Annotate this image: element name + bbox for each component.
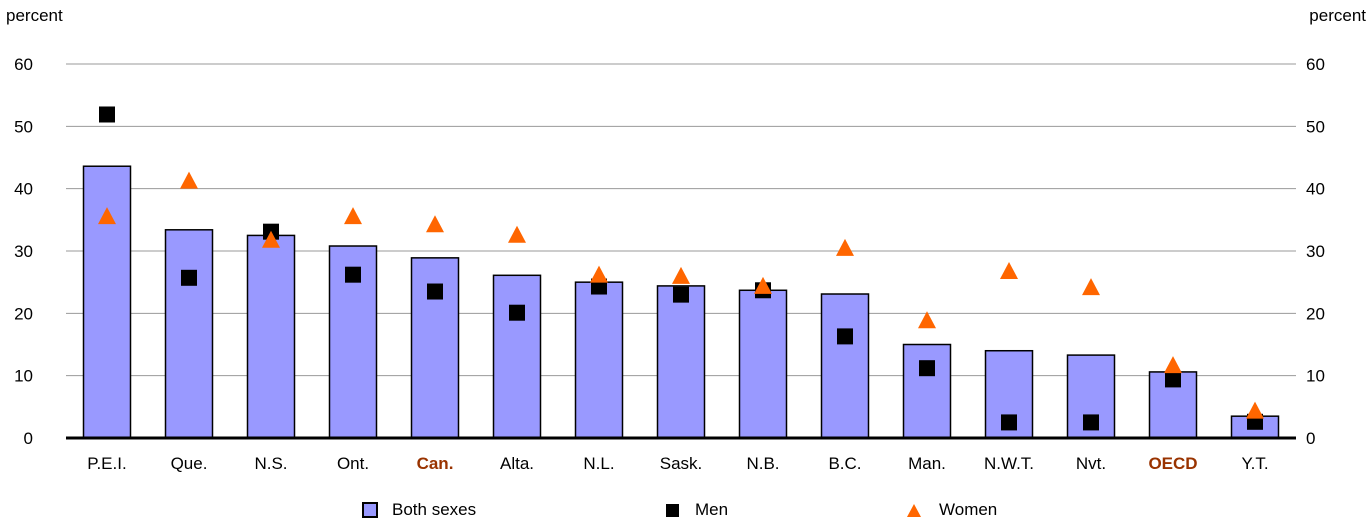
x-category-label: B.C. [828, 454, 861, 473]
x-category-label: Y.T. [1241, 454, 1268, 473]
bar-both-sexes [82, 165, 132, 439]
chart-svg: 0 0 10 10 20 20 30 30 40 40 50 50 60 60 P.E.I. Que. N.S.… [14, 55, 1325, 473]
women-marker [98, 207, 116, 225]
y-tick-label-right: 0 [1306, 429, 1315, 448]
x-category-label: N.W.T. [984, 454, 1034, 473]
women-marker [918, 311, 936, 329]
x-category-label: P.E.I. [87, 454, 126, 473]
women-marker [672, 266, 690, 284]
bar-both-sexes [656, 285, 706, 439]
women-marker [508, 225, 526, 243]
legend-label-women: Women [939, 500, 998, 519]
bar-both-sexes [164, 229, 214, 439]
legend-item-women: Women [907, 500, 997, 520]
men-marker [919, 360, 935, 377]
x-category-label: OECD [1148, 454, 1197, 473]
men-marker [99, 106, 115, 123]
y-tick-label-right: 60 [1306, 55, 1325, 74]
legend: Both sexes Men Women [0, 500, 1370, 526]
y-tick-label-left: 0 [24, 429, 33, 448]
y-tick-label-left: 20 [14, 304, 33, 323]
women-marker [1082, 278, 1100, 296]
bar-both-sexes [738, 289, 788, 439]
men-marker [837, 328, 853, 345]
right-axis-unit: percent [1309, 6, 1366, 25]
x-category-label: Nvt. [1076, 454, 1106, 473]
x-category-label: Ont. [337, 454, 369, 473]
men-marker [509, 304, 525, 321]
women-marker [1000, 261, 1018, 279]
y-tick-label-right: 40 [1306, 180, 1325, 199]
y-tick-label-right: 10 [1306, 367, 1325, 386]
left-axis-unit: percent [6, 6, 63, 25]
legend-bar-swatch [362, 502, 378, 518]
men-marker [181, 269, 197, 286]
women-marker [836, 238, 854, 256]
men-marker [1165, 371, 1181, 388]
x-category-label: N.B. [746, 454, 779, 473]
y-tick-label-right: 30 [1306, 242, 1325, 261]
legend-item-both-sexes: Both sexes [362, 500, 476, 520]
legend-triangle-swatch [907, 503, 921, 517]
women-marker [754, 276, 772, 294]
bar-both-sexes [574, 281, 624, 439]
y-tick-label-left: 60 [14, 55, 33, 74]
men-marker [427, 283, 443, 300]
y-tick-label-left: 50 [14, 117, 33, 136]
women-marker [1164, 356, 1182, 374]
women-marker [590, 265, 608, 283]
y-tick-label-left: 30 [14, 242, 33, 261]
x-category-label: Man. [908, 454, 946, 473]
men-marker [1001, 414, 1017, 431]
women-marker [180, 171, 198, 189]
bar-both-sexes [820, 293, 870, 439]
legend-label-both-sexes: Both sexes [392, 500, 477, 519]
bar-both-sexes [492, 274, 542, 439]
legend-square-swatch [666, 503, 679, 517]
x-category-label: N.S. [254, 454, 287, 473]
legend-item-men: Men [666, 500, 728, 520]
y-tick-label-right: 20 [1306, 304, 1325, 323]
y-tick-label-left: 10 [14, 367, 33, 386]
y-tick-label-right: 50 [1306, 117, 1325, 136]
women-marker [344, 207, 362, 225]
men-marker [345, 266, 361, 283]
bar-both-sexes [246, 234, 296, 439]
y-tick-label-left: 40 [14, 180, 33, 199]
women-marker [262, 230, 280, 248]
men-marker [1083, 414, 1099, 431]
legend-label-men: Men [695, 500, 729, 519]
x-category-label: Que. [171, 454, 208, 473]
women-marker [426, 215, 444, 233]
x-category-label: N.L. [583, 454, 614, 473]
bar-both-sexes [902, 343, 952, 439]
x-category-label: Alta. [500, 454, 534, 473]
women-marker [1246, 401, 1264, 419]
x-category-label: Can. [417, 454, 454, 473]
men-marker [673, 286, 689, 303]
x-category-label: Sask. [660, 454, 703, 473]
